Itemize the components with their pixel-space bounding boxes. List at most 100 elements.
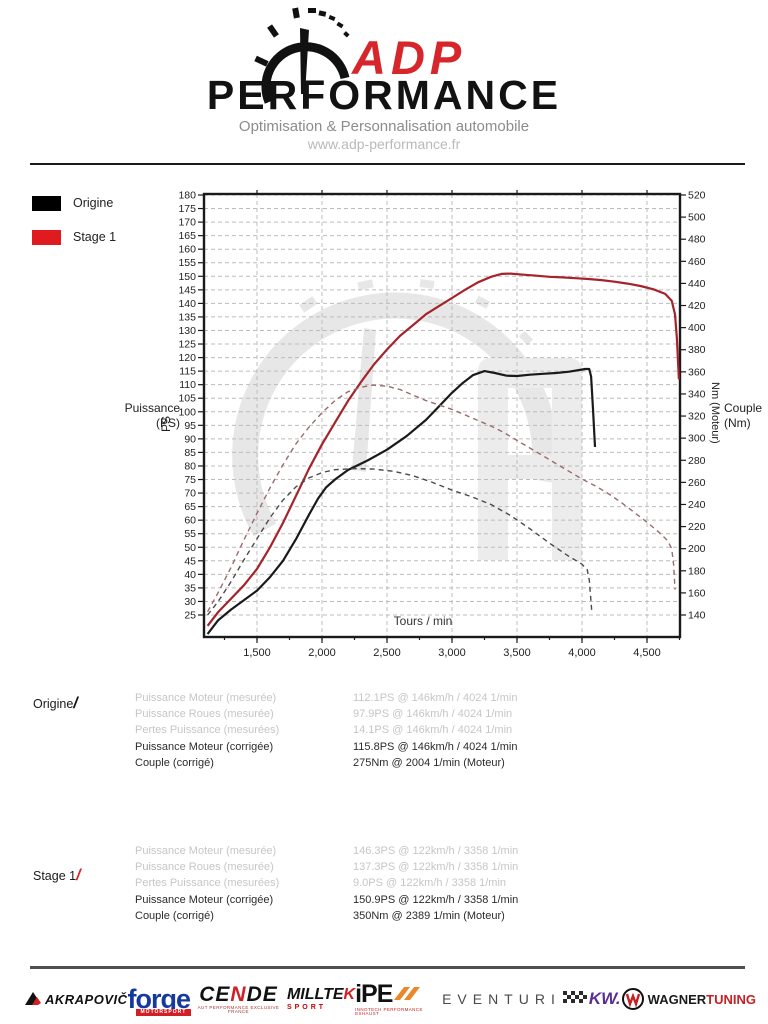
svg-text:Tours / min: Tours / min <box>394 614 453 628</box>
svg-text:170: 170 <box>178 217 196 229</box>
table-row: Couple (corrigé) 350Nm @ 2389 1/min (Mote… <box>135 909 505 922</box>
svg-text:95: 95 <box>184 420 196 432</box>
svg-text:65: 65 <box>184 501 196 513</box>
table-row: Pertes Puissance (mesurées) 14.1PS @ 146k… <box>135 724 513 737</box>
dyno-chart: 2530354045505560657075808590951001051101… <box>125 190 763 660</box>
svg-text:140: 140 <box>178 298 196 310</box>
svg-text:100: 100 <box>178 406 196 418</box>
series-stage1-puissance-ps <box>206 272 680 627</box>
svg-text:90: 90 <box>184 433 196 445</box>
svg-text:160: 160 <box>178 244 196 256</box>
logo-ipe: iPE INNOTECH PERFORMANCE EXHAUST <box>355 979 423 1016</box>
svg-text:130: 130 <box>178 325 196 337</box>
table-row: Puissance Roues (mesurée) 97.9PS @ 146km/… <box>135 708 513 721</box>
svg-text:Couple: Couple <box>724 401 762 415</box>
svg-text:165: 165 <box>178 230 196 242</box>
svg-text:105: 105 <box>178 393 196 405</box>
logo-kw: KW. <box>561 989 621 1009</box>
table-row: Puissance Moteur (mesurée) 146.3PS @ 122k… <box>135 845 519 857</box>
legend-item-stage1: Stage 1 <box>32 228 116 246</box>
svg-text:120: 120 <box>178 352 196 364</box>
svg-text:160: 160 <box>688 587 706 599</box>
logo-wagner-tuning: WAGNER TUNING <box>621 987 756 1011</box>
svg-text:320: 320 <box>688 411 706 423</box>
svg-text:125: 125 <box>178 339 196 351</box>
svg-text:(Nm): (Nm) <box>724 416 751 430</box>
svg-text:240: 240 <box>688 499 706 511</box>
svg-text:30: 30 <box>184 596 196 608</box>
svg-text:3,000: 3,000 <box>438 647 466 659</box>
table-row: Puissance Moteur (mesurée) 112.1PS @ 146k… <box>135 692 518 704</box>
legend-item-origine: Origine <box>32 194 116 212</box>
svg-text:3,500: 3,500 <box>503 647 531 659</box>
svg-text:440: 440 <box>688 278 706 290</box>
svg-text:500: 500 <box>688 212 706 224</box>
axis-ticks <box>198 190 686 643</box>
table-row: Couple (corrigé) 275Nm @ 2004 1/min (Mote… <box>135 756 505 769</box>
svg-text:300: 300 <box>688 433 706 445</box>
svg-text:480: 480 <box>688 234 706 246</box>
svg-text:400: 400 <box>688 322 706 334</box>
svg-text:140: 140 <box>688 609 706 621</box>
logo-milltek: MILLTEK SPORT <box>286 986 356 1012</box>
wagner-ring-icon <box>621 988 644 1010</box>
brand-tagline: Optimisation & Personnalisation automobi… <box>238 118 530 135</box>
tachometer-gauge-icon <box>254 7 350 104</box>
svg-text:340: 340 <box>688 388 706 400</box>
series-origine-puissance-ps <box>206 367 597 635</box>
legend-label: Origine <box>73 196 114 210</box>
kw-checkered-flag-icon <box>562 991 587 1003</box>
stage1-color-swatch <box>32 229 61 245</box>
svg-text:75: 75 <box>184 474 196 486</box>
svg-text:260: 260 <box>688 477 706 489</box>
svg-text:135: 135 <box>178 311 196 323</box>
adp-performance-logo: ADP PERFORMANCE Optimisation & Personnal… <box>0 0 768 160</box>
svg-text:70: 70 <box>184 488 196 500</box>
svg-text:115: 115 <box>179 366 196 378</box>
svg-text:360: 360 <box>688 366 706 378</box>
svg-text:380: 380 <box>688 344 706 356</box>
brand-adp: ADP <box>352 31 467 84</box>
svg-text:180: 180 <box>688 565 706 577</box>
svg-text:420: 420 <box>688 300 706 312</box>
partner-logos-row: AKRAPOVIČ forge MOTORSPORT CENDE AUT PER… <box>24 976 756 1022</box>
footer-divider <box>30 966 745 969</box>
stage1-section-label: Stage 1/ <box>33 867 81 884</box>
svg-text:45: 45 <box>184 555 196 567</box>
logo-eventuri: EVENTURI <box>442 991 561 1007</box>
svg-text:155: 155 <box>178 257 196 269</box>
logo-akrapovic: AKRAPOVIČ <box>24 990 128 1008</box>
svg-text:25: 25 <box>184 610 196 622</box>
table-row: Puissance Moteur (corrigée) 115.8PS @ 146… <box>135 740 518 753</box>
svg-text:520: 520 <box>688 190 706 202</box>
series-stage1-couple-nm <box>206 384 676 613</box>
origine-section-label: Origine/ <box>33 695 78 712</box>
svg-text:50: 50 <box>184 542 196 554</box>
brand-url: www.adp-performance.fr <box>307 136 461 152</box>
svg-text:2,500: 2,500 <box>373 647 401 659</box>
adp-watermark-icon <box>232 279 582 560</box>
svg-text:110: 110 <box>179 379 196 391</box>
svg-text:460: 460 <box>688 256 706 268</box>
stage1-results-table: Stage 1/ Puissance Moteur (mesurée) 146.3… <box>33 843 633 928</box>
svg-text:4,000: 4,000 <box>568 647 596 659</box>
svg-text:280: 280 <box>688 455 706 467</box>
origine-results-table: Origine/ Puissance Moteur (mesurée) 112.1… <box>33 690 633 775</box>
svg-text:80: 80 <box>184 460 196 472</box>
table-row: Puissance Moteur (corrigée) 150.9PS @ 122… <box>135 893 519 906</box>
svg-text:40: 40 <box>184 569 196 581</box>
brand-performance: PERFORMANCE <box>206 72 562 118</box>
logo-forge: forge MOTORSPORT <box>127 983 192 1016</box>
svg-text:35: 35 <box>184 582 196 594</box>
svg-text:180: 180 <box>178 190 196 202</box>
svg-text:Nm (Moteur): Nm (Moteur) <box>709 382 721 444</box>
table-row: Pertes Puissance (mesurées) 9.0PS @ 122km… <box>135 877 507 890</box>
svg-text:1,500: 1,500 <box>243 647 271 659</box>
svg-text:4,500: 4,500 <box>633 647 661 659</box>
series-origine-couple-nm <box>207 467 593 616</box>
logo-cende: CENDE AUT PERFORMANCE EXCLUSIVE FRANCE <box>197 982 280 1014</box>
svg-text:PS: PS <box>159 416 173 432</box>
chart-legend: Origine Stage 1 <box>32 194 116 262</box>
svg-text:Puissance: Puissance <box>125 401 181 415</box>
